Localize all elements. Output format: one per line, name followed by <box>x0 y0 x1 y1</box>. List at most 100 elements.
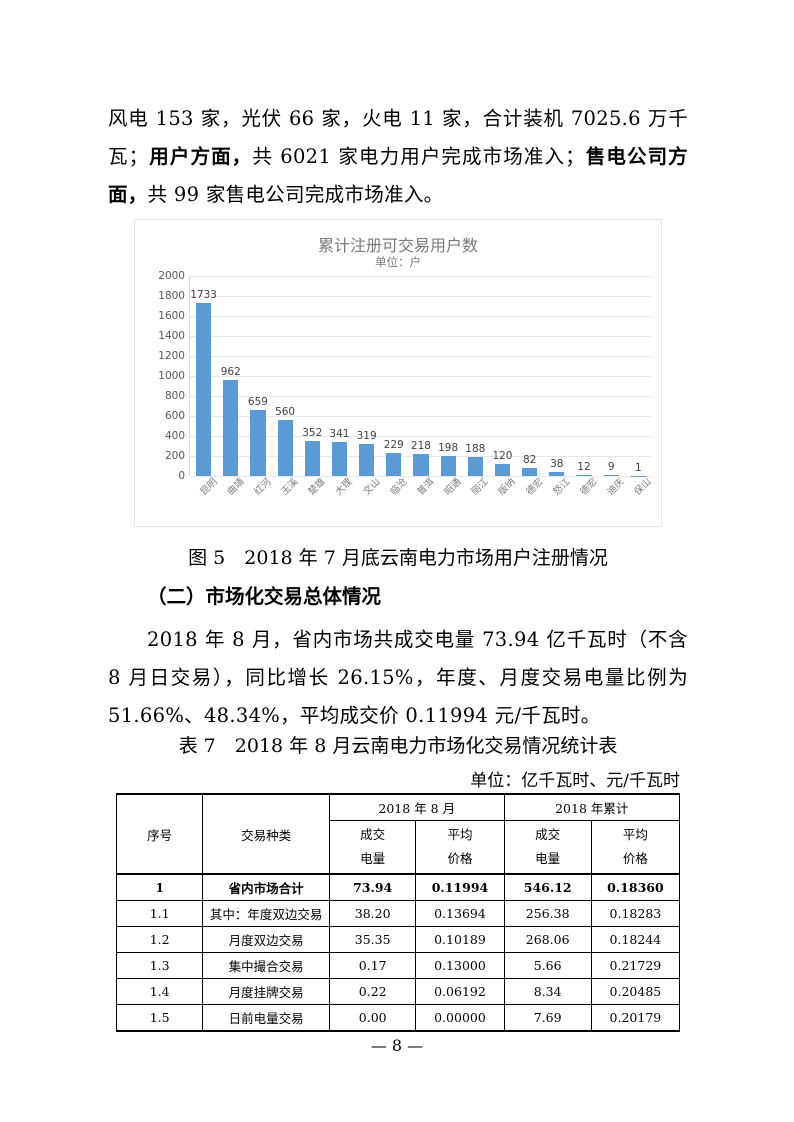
x-axis-slot: 临沧 <box>379 476 409 523</box>
chart-bar <box>494 464 511 476</box>
paragraph-segment-1: 用户方面， <box>148 145 253 168</box>
gridline <box>190 316 652 317</box>
registered-users-bar-chart: 累计注册可交易用户数 单位：户 2000 1800 1600 1400 1200 1000… <box>134 219 662 527</box>
x-axis-slot: 保山 <box>624 476 654 523</box>
chart-bar <box>331 441 348 476</box>
cell-cumulative-price: 0.18283 <box>590 900 681 927</box>
gridline <box>190 416 652 417</box>
gridline <box>190 396 652 397</box>
x-axis-slot: 昭通 <box>434 476 464 523</box>
cell-month-price: 0.13000 <box>415 952 505 979</box>
x-axis-slot: 楚雄 <box>298 476 328 523</box>
chart-plot-area: 1733 962 659 560 352 341 319 229 218 198 188 120 82 3… <box>189 276 652 477</box>
bar-slot: 188 <box>462 276 489 476</box>
table-row: 1.3 集中撮合交易 0.17 0.13000 5.66 0.21729 <box>115 952 681 979</box>
cell-no: 1.1 <box>115 900 204 927</box>
chart-bar <box>549 472 565 476</box>
chart-plot-wrapper: 2000 1800 1600 1400 1200 1000 800 600 400 200 0 17… <box>135 270 663 526</box>
page-number-footer: — 8 — <box>370 1036 424 1055</box>
cell-cumulative-volume: 268.06 <box>503 926 592 953</box>
gridline <box>190 476 652 477</box>
y-axis-tick: 1000 <box>158 370 185 382</box>
gridline <box>190 296 652 297</box>
chart-subtitle-unit: 单位：户 <box>375 255 421 269</box>
paragraph-segment-2: 共 6021 家电力用户完成市场准入； <box>252 145 585 168</box>
bar-value-label: 120 <box>492 450 513 462</box>
header-cumulative-price-l1: 平均 <box>622 827 648 842</box>
cell-no: 1.4 <box>115 978 204 1005</box>
bar-slot: 319 <box>353 276 380 476</box>
bar-slot: 659 <box>244 276 271 476</box>
cell-month-volume: 38.20 <box>328 900 417 927</box>
gridline <box>190 276 652 277</box>
bar-slot: 962 <box>217 276 244 476</box>
cell-month-price: 0.13694 <box>415 900 505 927</box>
header-group-cumulative: 2018 年累计 <box>503 793 681 821</box>
x-axis-slot: 文山 <box>352 476 382 523</box>
cell-month-price: 0.11994 <box>415 873 505 901</box>
bar-slot: 1733 <box>190 276 217 476</box>
cell-kind: 其中：年度双边交易 <box>202 900 330 927</box>
x-axis-tick-label: 保山 <box>632 476 654 498</box>
header-month-volume-l2: 电量 <box>360 850 386 866</box>
header-cumulative-price: 平均 价格 <box>590 819 681 875</box>
bar-value-label: 1 <box>634 461 642 474</box>
cell-cumulative-volume: 8.34 <box>503 978 592 1005</box>
cell-cumulative-volume: 7.69 <box>503 1004 592 1032</box>
table-caption: 表 7 2018 年 8 月云南电力市场化交易情况统计表 <box>178 735 618 757</box>
bar-slot: 1 <box>625 276 652 476</box>
bar-value-label: 38 <box>550 458 564 471</box>
cell-cumulative-volume: 5.66 <box>503 952 592 979</box>
cell-month-volume: 0.22 <box>328 978 417 1005</box>
chart-y-axis: 2000 1800 1600 1400 1200 1000 800 600 400 200 0 <box>147 270 185 482</box>
bar-value-label: 341 <box>329 427 350 440</box>
header-cumulative-volume-l1: 成交 <box>535 827 561 842</box>
x-axis-slot: 曲靖 <box>216 476 246 523</box>
cell-cumulative-volume: 256.38 <box>503 900 592 927</box>
x-axis-slot: 德宏 <box>515 476 545 523</box>
x-axis-slot: 丽江 <box>461 476 491 523</box>
bar-value-label: 82 <box>522 453 537 466</box>
x-axis-slot: 版纳 <box>488 476 518 523</box>
x-axis-slot: 大理 <box>325 476 355 523</box>
bar-slot: 82 <box>516 276 543 476</box>
gridline <box>190 356 652 357</box>
gridline <box>190 336 652 337</box>
header-month-price: 平均 价格 <box>415 819 505 875</box>
cell-month-price: 0.10189 <box>415 926 505 953</box>
bar-slot: 198 <box>435 276 462 476</box>
y-axis-tick: 800 <box>164 390 185 402</box>
bar-value-label: 9 <box>607 461 615 474</box>
header-month-price-l1: 平均 <box>447 827 473 842</box>
cell-month-volume: 73.94 <box>328 873 417 901</box>
chart-bars-container: 1733 962 659 560 352 341 319 229 218 198 188 120 82 3… <box>190 276 652 476</box>
header-month-price-l2: 价格 <box>447 850 473 866</box>
chart-title: 累计注册可交易用户数 <box>317 236 478 255</box>
table-head: 序号 交易种类 2018 年 8 月 2018 年累计 成交 电量 平均 价格 成交… <box>115 793 681 875</box>
chart-bar <box>440 456 456 476</box>
bar-value-label: 352 <box>302 426 323 439</box>
paragraph-market-access: 风电 153 家，光伏 66 家，火电 11 家，合计装机 7025.6 万千瓦… <box>108 100 688 214</box>
y-axis-tick: 1200 <box>158 350 185 362</box>
cell-no: 1.2 <box>115 926 204 953</box>
x-axis-slot: 德宏 <box>569 476 599 523</box>
bar-slot: 341 <box>326 276 353 476</box>
chart-bar <box>576 474 592 476</box>
bar-slot: 229 <box>380 276 407 476</box>
bar-value-label: 1733 <box>190 288 217 301</box>
bar-value-label: 659 <box>247 396 268 409</box>
bar-slot: 352 <box>299 276 326 476</box>
gridline <box>190 376 652 377</box>
chart-bar <box>359 444 375 476</box>
header-col-kind: 交易种类 <box>202 793 330 875</box>
x-axis-slot: 迪庆 <box>597 476 627 523</box>
cell-no: 1.3 <box>115 952 204 979</box>
x-axis-slot: 怒江 <box>542 476 572 523</box>
bar-value-label: 319 <box>356 430 377 443</box>
x-axis-slot: 红河 <box>243 476 273 523</box>
chart-bar <box>277 420 293 476</box>
header-col-no: 序号 <box>115 793 204 875</box>
bar-value-label: 188 <box>465 443 486 456</box>
table-body: 1 省内市场合计 73.94 0.11994 546.12 0.18360 1.1 其中：年度… <box>115 873 681 1032</box>
